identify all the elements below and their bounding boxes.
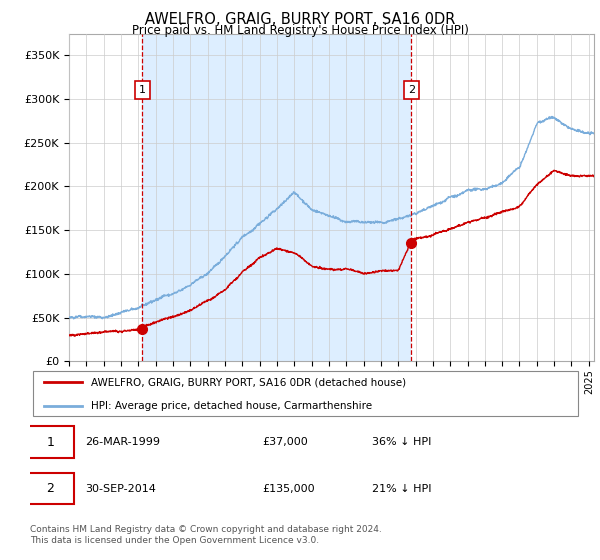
Text: 26-MAR-1999: 26-MAR-1999 bbox=[85, 437, 160, 447]
Text: 2: 2 bbox=[407, 85, 415, 95]
FancyBboxPatch shape bbox=[33, 371, 578, 416]
FancyBboxPatch shape bbox=[27, 473, 74, 505]
Text: £37,000: £37,000 bbox=[262, 437, 308, 447]
Text: HPI: Average price, detached house, Carmarthenshire: HPI: Average price, detached house, Carm… bbox=[91, 402, 372, 411]
FancyBboxPatch shape bbox=[27, 426, 74, 458]
Text: Price paid vs. HM Land Registry's House Price Index (HPI): Price paid vs. HM Land Registry's House … bbox=[131, 24, 469, 36]
Text: 21% ↓ HPI: 21% ↓ HPI bbox=[372, 484, 432, 493]
Text: 2: 2 bbox=[46, 482, 55, 495]
Text: 30-SEP-2014: 30-SEP-2014 bbox=[85, 484, 156, 493]
Text: 36% ↓ HPI: 36% ↓ HPI bbox=[372, 437, 431, 447]
Text: 1: 1 bbox=[46, 436, 55, 449]
Text: AWELFRO, GRAIG, BURRY PORT, SA16 0DR: AWELFRO, GRAIG, BURRY PORT, SA16 0DR bbox=[145, 12, 455, 27]
Text: Contains HM Land Registry data © Crown copyright and database right 2024.
This d: Contains HM Land Registry data © Crown c… bbox=[30, 525, 382, 545]
Bar bbox=[142, 34, 411, 361]
Text: AWELFRO, GRAIG, BURRY PORT, SA16 0DR (detached house): AWELFRO, GRAIG, BURRY PORT, SA16 0DR (de… bbox=[91, 377, 406, 388]
Text: £135,000: £135,000 bbox=[262, 484, 314, 493]
Text: 1: 1 bbox=[139, 85, 146, 95]
